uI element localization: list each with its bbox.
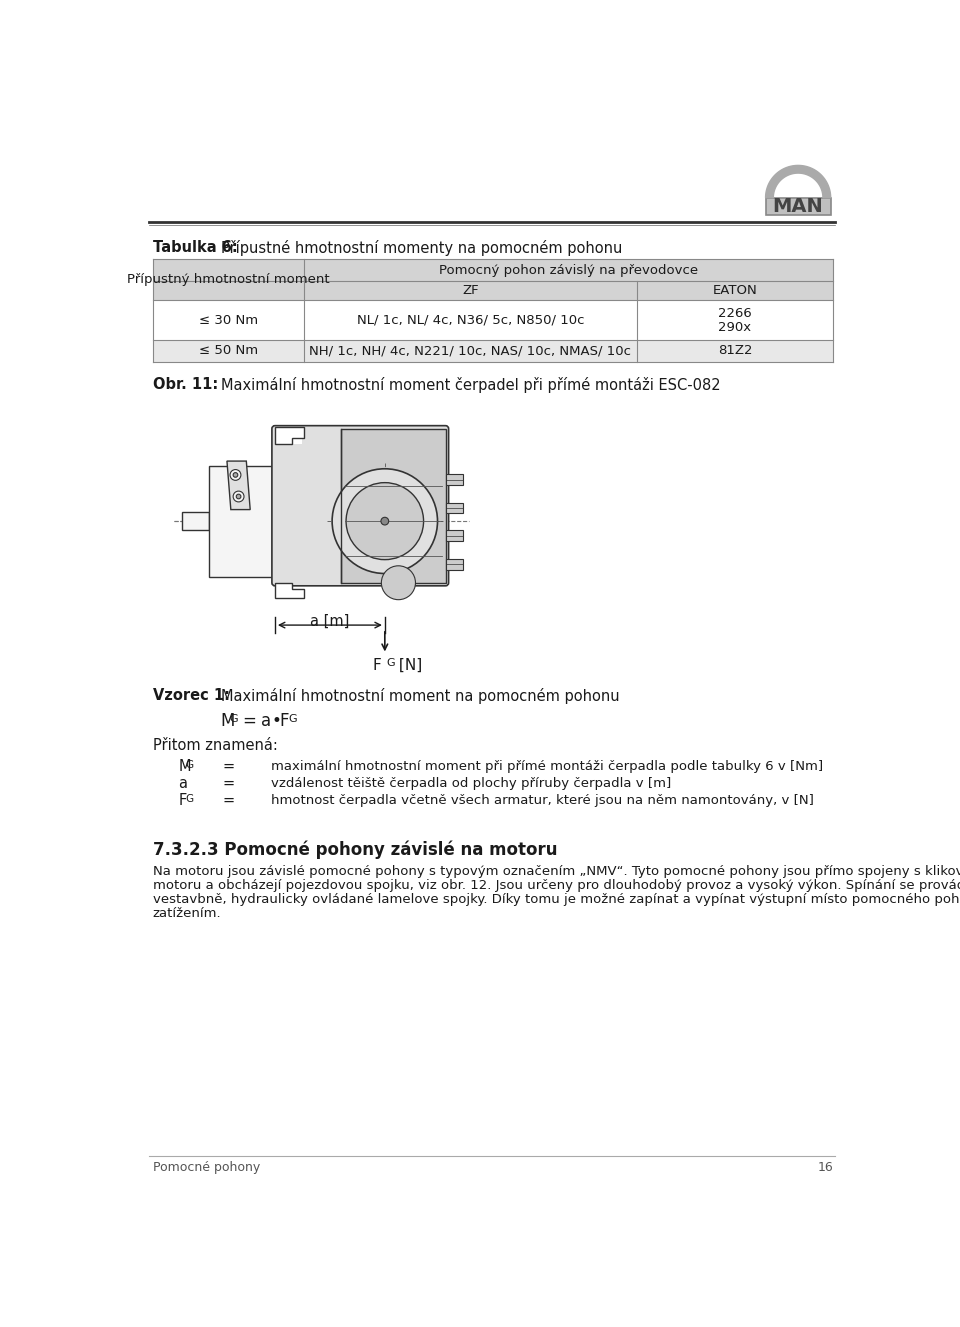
Bar — [445, 531, 463, 541]
Bar — [445, 559, 463, 569]
FancyBboxPatch shape — [272, 426, 448, 585]
Bar — [765, 198, 830, 215]
Text: G: G — [229, 714, 238, 725]
Bar — [153, 259, 833, 281]
Bar — [445, 474, 463, 484]
Bar — [209, 466, 275, 577]
Text: EATON: EATON — [712, 284, 757, 297]
Text: a: a — [261, 711, 271, 730]
Text: 7.3.2.3 Pomocné pohony závislé na motoru: 7.3.2.3 Pomocné pohony závislé na motoru — [153, 841, 557, 859]
Text: ≤ 50 Nm: ≤ 50 Nm — [199, 345, 257, 357]
Polygon shape — [275, 427, 304, 445]
Circle shape — [233, 491, 244, 502]
Circle shape — [346, 483, 423, 560]
Text: F: F — [372, 658, 381, 673]
Text: G: G — [186, 794, 194, 804]
Text: F: F — [179, 794, 186, 808]
Text: a: a — [179, 776, 187, 791]
Text: F: F — [279, 711, 289, 730]
Text: G: G — [386, 658, 395, 669]
Text: MAN: MAN — [773, 196, 824, 216]
Text: =: = — [243, 711, 256, 730]
Text: maximální hmotnostní moment při přímé montáži čerpadla podle tabulky 6 v [Nm]: maximální hmotnostní moment při přímé mo… — [271, 760, 824, 774]
Text: Přitom znamená:: Přitom znamená: — [153, 738, 277, 752]
Bar — [445, 503, 463, 514]
Bar — [182, 512, 209, 531]
Text: Maximální hmotnostní moment čerpadel při přímé montáži ESC-082: Maximální hmotnostní moment čerpadel při… — [221, 377, 720, 393]
Text: hmotnost čerpadla včetně všech armatur, které jsou na něm namontovány, v [N]: hmotnost čerpadla včetně všech armatur, … — [271, 794, 814, 807]
Text: ≤ 30 Nm: ≤ 30 Nm — [199, 313, 257, 326]
Text: G: G — [186, 760, 194, 770]
Polygon shape — [227, 460, 251, 510]
Text: 81Z2: 81Z2 — [718, 345, 753, 357]
Text: [N]: [N] — [395, 658, 422, 673]
Text: G: G — [288, 714, 297, 725]
Text: 2266: 2266 — [718, 307, 752, 320]
Text: Na motoru jsou závislé pomocné pohony s typovým označením „NMV“. Tyto pomocné po: Na motoru jsou závislé pomocné pohony s … — [153, 865, 960, 878]
Circle shape — [381, 518, 389, 525]
Polygon shape — [275, 583, 304, 598]
Text: M: M — [221, 711, 235, 730]
Bar — [153, 340, 833, 362]
Text: Pomocné pohony: Pomocné pohony — [153, 1161, 260, 1173]
Bar — [153, 281, 833, 300]
Text: NL/ 1c, NL/ 4c, N36/ 5c, N850/ 10c: NL/ 1c, NL/ 4c, N36/ 5c, N850/ 10c — [356, 313, 584, 326]
Text: =: = — [223, 776, 234, 791]
Text: motoru a obcházejí pojezdovou spojku, viz obr. 12. Jsou určeny pro dlouhodobý pr: motoru a obcházejí pojezdovou spojku, vi… — [153, 878, 960, 892]
Text: =: = — [223, 759, 234, 774]
Bar — [153, 300, 833, 340]
Bar — [341, 429, 445, 583]
Text: zatížením.: zatížením. — [153, 906, 221, 920]
Text: a [m]: a [m] — [310, 613, 349, 629]
Circle shape — [233, 472, 238, 478]
Text: 16: 16 — [817, 1161, 833, 1173]
Text: Obr. 11:: Obr. 11: — [153, 377, 218, 393]
Text: ZF: ZF — [462, 284, 479, 297]
Text: vestavbně, hydraulicky ovládané lamelove spojky. Díky tomu je možné zapínat a vy: vestavbně, hydraulicky ovládané lamelove… — [153, 893, 960, 906]
Text: 290x: 290x — [718, 321, 752, 333]
Polygon shape — [275, 429, 302, 445]
Text: Pomocný pohon závislý na převodovce: Pomocný pohon závislý na převodovce — [439, 264, 698, 276]
Polygon shape — [765, 166, 830, 198]
Text: Maximální hmotnostní moment na pomocném pohonu: Maximální hmotnostní moment na pomocném … — [221, 687, 619, 703]
Circle shape — [236, 494, 241, 499]
Text: Přípustný hmotnostní moment: Přípustný hmotnostní moment — [127, 273, 329, 287]
Text: NH/ 1c, NH/ 4c, N221/ 10c, NAS/ 10c, NMAS/ 10c: NH/ 1c, NH/ 4c, N221/ 10c, NAS/ 10c, NMA… — [309, 345, 632, 357]
Text: vzdálenost těiště čerpadla od plochy příruby čerpadla v [m]: vzdálenost těiště čerpadla od plochy pří… — [271, 778, 671, 790]
Text: =: = — [223, 794, 234, 808]
Circle shape — [230, 470, 241, 480]
Text: Tabulka 6:: Tabulka 6: — [153, 240, 237, 255]
Text: Přípustné hmotnostní momenty na pomocném pohonu: Přípustné hmotnostní momenty na pomocném… — [221, 240, 622, 256]
Text: Vzorec 1:: Vzorec 1: — [153, 689, 229, 703]
Text: •: • — [271, 711, 281, 730]
Circle shape — [381, 565, 416, 600]
Text: M: M — [179, 759, 191, 774]
Circle shape — [332, 468, 438, 573]
